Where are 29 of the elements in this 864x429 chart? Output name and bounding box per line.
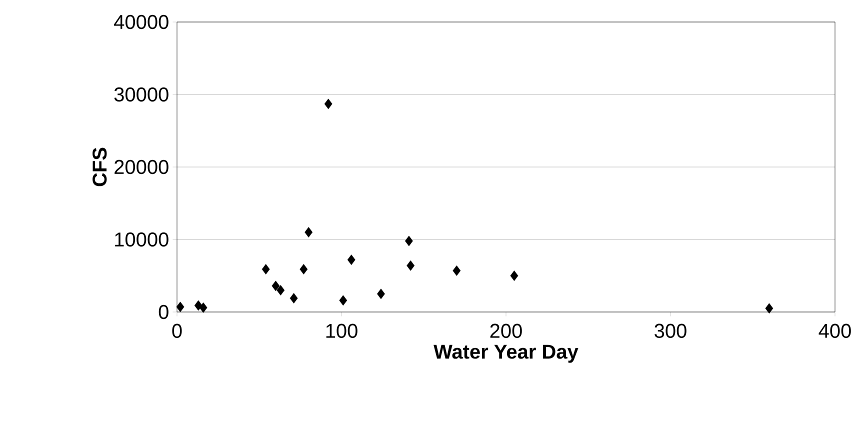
point xyxy=(347,254,356,265)
point xyxy=(405,236,413,246)
point xyxy=(276,285,285,296)
point xyxy=(304,227,313,238)
point xyxy=(262,264,270,274)
y-tick-label: 20000 xyxy=(114,160,168,174)
point xyxy=(377,288,385,300)
y-tick-label: 10000 xyxy=(115,232,168,247)
x-tick-label: 400 xyxy=(818,324,851,338)
point xyxy=(765,303,774,314)
x-tick-label: 300 xyxy=(654,324,686,338)
point xyxy=(452,265,461,276)
x-tick-label: 200 xyxy=(490,324,522,338)
x-axis-title: Water Year Day xyxy=(434,344,578,363)
point xyxy=(339,295,348,306)
point xyxy=(510,270,518,281)
y-axis-title: CFS xyxy=(92,148,107,186)
point xyxy=(290,293,298,304)
point xyxy=(406,260,415,271)
y-tick-label: 40000 xyxy=(114,14,168,30)
y-tick-label: 0 xyxy=(158,304,168,320)
point xyxy=(324,98,332,110)
point xyxy=(176,302,184,312)
point xyxy=(199,302,208,313)
point xyxy=(272,280,280,292)
y-tick-label: 30000 xyxy=(114,87,168,102)
point xyxy=(300,264,308,274)
x-tick-label: 100 xyxy=(326,324,358,338)
x-tick-label: 0 xyxy=(172,324,182,338)
